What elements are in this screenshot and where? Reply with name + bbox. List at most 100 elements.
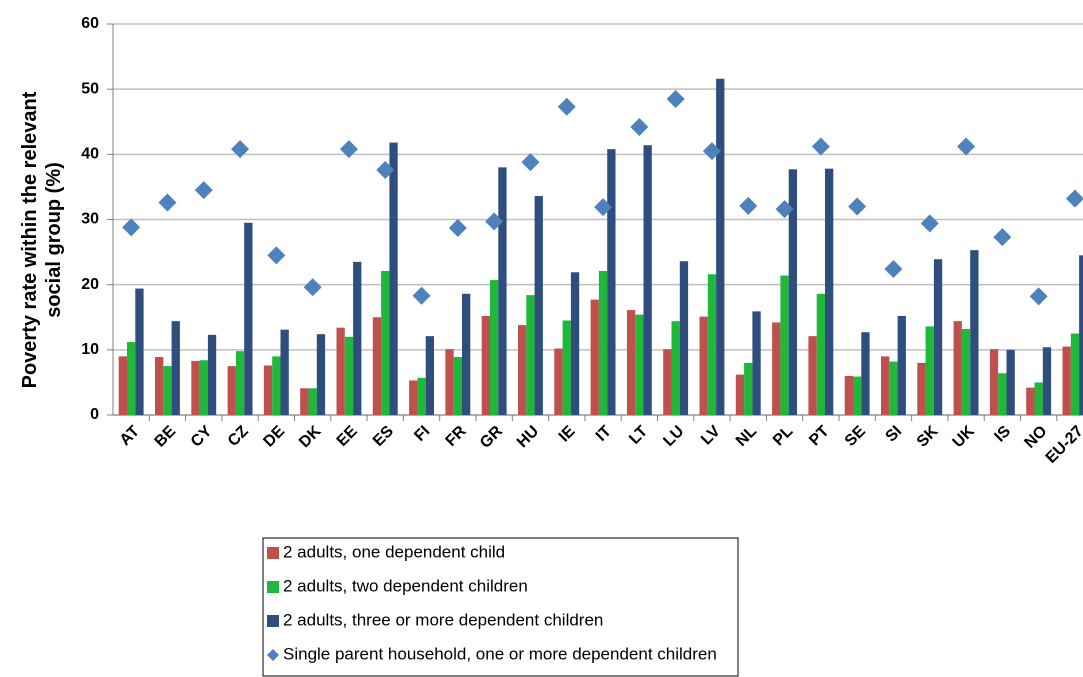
bar bbox=[453, 357, 462, 415]
bar bbox=[1079, 255, 1083, 415]
bar bbox=[707, 274, 717, 415]
bar bbox=[163, 366, 172, 415]
y-tick-label: 40 bbox=[81, 146, 99, 163]
y-tick-label: 60 bbox=[81, 15, 99, 32]
bar bbox=[462, 293, 471, 415]
diamond-marker bbox=[376, 160, 395, 179]
diamond-marker bbox=[339, 140, 358, 159]
bar bbox=[853, 376, 862, 415]
legend-box bbox=[262, 537, 739, 677]
diamond-marker bbox=[702, 142, 721, 161]
bar bbox=[1026, 387, 1035, 415]
bar bbox=[445, 349, 454, 415]
bar bbox=[417, 377, 426, 415]
bar bbox=[844, 375, 853, 415]
bar bbox=[897, 315, 906, 415]
bar bbox=[490, 280, 499, 415]
x-tick-label: FR bbox=[443, 422, 470, 449]
x-tick-label: SE bbox=[842, 423, 869, 450]
bar bbox=[643, 145, 652, 415]
x-tick-label: EU-27 bbox=[1043, 423, 1083, 467]
x-tick-label: AT bbox=[117, 423, 143, 449]
diamond-marker bbox=[666, 89, 685, 108]
x-tick-label: NL bbox=[733, 423, 760, 450]
x-tick-label: PL bbox=[770, 423, 797, 450]
y-tick-label: 10 bbox=[81, 341, 99, 358]
diamond-marker bbox=[122, 218, 141, 237]
diamond-marker bbox=[158, 193, 177, 212]
bar bbox=[1062, 346, 1071, 415]
bar bbox=[372, 317, 382, 415]
x-tick-label: CZ bbox=[225, 423, 252, 450]
bar bbox=[263, 365, 273, 415]
bar bbox=[554, 348, 563, 415]
bar bbox=[989, 349, 999, 415]
bar bbox=[816, 293, 825, 415]
bar bbox=[808, 336, 817, 415]
bar bbox=[998, 373, 1007, 415]
diamond-marker bbox=[920, 214, 939, 233]
y-tick-label: 20 bbox=[81, 276, 99, 293]
bar bbox=[970, 250, 979, 415]
legend-marker bbox=[267, 615, 279, 627]
bar bbox=[679, 261, 689, 415]
bar bbox=[244, 222, 253, 415]
legend-marker bbox=[267, 649, 279, 661]
bar bbox=[663, 349, 672, 415]
x-tick-label: UK bbox=[949, 422, 978, 451]
bar bbox=[127, 342, 136, 415]
legend-label: 2 adults, two dependent children bbox=[283, 576, 528, 595]
diamond-marker bbox=[521, 153, 540, 172]
x-tick-label: DE bbox=[260, 423, 288, 451]
bar bbox=[735, 374, 745, 415]
bar bbox=[425, 336, 434, 415]
bar bbox=[191, 360, 200, 415]
diamond-marker bbox=[412, 286, 431, 305]
bar bbox=[1006, 349, 1015, 415]
diamond-marker bbox=[194, 181, 213, 200]
bar bbox=[353, 261, 362, 415]
bar bbox=[155, 357, 164, 415]
bar bbox=[772, 322, 781, 415]
bar bbox=[961, 328, 971, 415]
bar bbox=[590, 299, 599, 415]
bar bbox=[752, 311, 761, 415]
bar bbox=[336, 327, 345, 415]
bar bbox=[917, 362, 926, 415]
bar bbox=[626, 310, 636, 415]
x-tick-label: ES bbox=[370, 423, 397, 450]
bar bbox=[1034, 382, 1043, 415]
diamond-marker bbox=[775, 200, 794, 219]
diamond-marker bbox=[231, 140, 250, 159]
bar bbox=[635, 314, 644, 415]
x-tick-label: NO bbox=[1021, 423, 1050, 452]
x-tick-label: GR bbox=[477, 422, 506, 451]
legend-label: 2 adults, three or more dependent childr… bbox=[283, 610, 603, 629]
bar bbox=[344, 336, 354, 415]
bar bbox=[498, 167, 507, 415]
bar bbox=[316, 334, 326, 415]
bar bbox=[409, 380, 418, 415]
bar bbox=[272, 356, 281, 415]
bar bbox=[308, 388, 317, 415]
bar bbox=[607, 149, 616, 415]
bar bbox=[953, 321, 962, 415]
legend-marker bbox=[267, 581, 279, 593]
bar bbox=[389, 142, 398, 415]
bar bbox=[744, 362, 753, 415]
x-tick-label: SI bbox=[883, 423, 906, 446]
diamond-marker bbox=[811, 137, 830, 156]
legend-label: Single parent household, one or more dep… bbox=[283, 644, 717, 663]
bar bbox=[118, 356, 127, 415]
diamond-marker bbox=[1065, 189, 1083, 208]
x-tick-label: HU bbox=[514, 423, 542, 451]
legend-label: 2 adults, one dependent child bbox=[283, 542, 505, 561]
x-tick-label: CY bbox=[188, 423, 216, 451]
bar bbox=[1070, 333, 1080, 415]
bar bbox=[207, 334, 217, 415]
bar bbox=[925, 326, 934, 415]
diamond-marker bbox=[267, 246, 286, 265]
diamond-marker bbox=[1029, 287, 1048, 306]
bar bbox=[889, 361, 898, 415]
bar bbox=[780, 275, 789, 415]
